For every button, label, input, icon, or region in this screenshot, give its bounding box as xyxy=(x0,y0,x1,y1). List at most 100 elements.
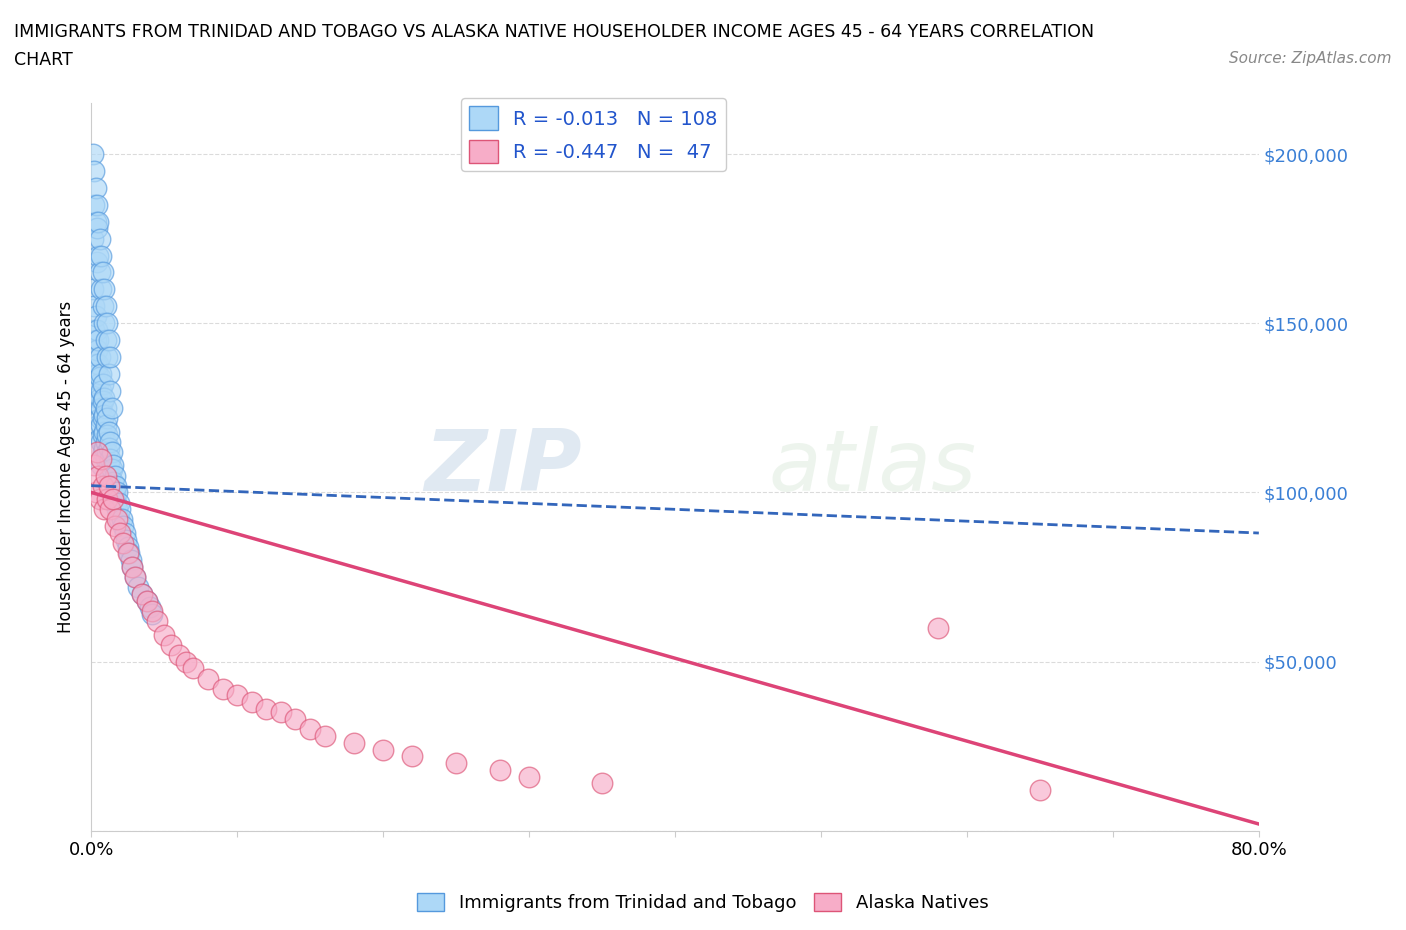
Text: IMMIGRANTS FROM TRINIDAD AND TOBAGO VS ALASKA NATIVE HOUSEHOLDER INCOME AGES 45 : IMMIGRANTS FROM TRINIDAD AND TOBAGO VS A… xyxy=(14,23,1094,41)
Point xyxy=(112,519,135,534)
Point xyxy=(103,519,125,534)
Point xyxy=(97,424,120,439)
Point xyxy=(94,299,117,313)
Point xyxy=(141,604,163,618)
Point xyxy=(211,682,233,697)
Point xyxy=(89,391,111,405)
Point xyxy=(93,424,115,439)
Point xyxy=(87,333,110,348)
Point xyxy=(114,525,136,540)
Point xyxy=(94,333,117,348)
Point xyxy=(89,431,111,445)
Text: ZIP: ZIP xyxy=(425,426,582,509)
Point xyxy=(90,451,112,466)
Point xyxy=(135,593,157,608)
Point xyxy=(84,356,107,371)
Point xyxy=(160,637,183,652)
Point xyxy=(100,461,122,476)
Point xyxy=(84,333,107,348)
Point xyxy=(117,539,139,554)
Point xyxy=(91,265,114,280)
Point xyxy=(100,445,122,459)
Point xyxy=(98,451,121,466)
Point xyxy=(86,445,108,459)
Point xyxy=(94,418,117,432)
Point xyxy=(96,492,118,507)
Point xyxy=(82,147,104,162)
Point xyxy=(401,749,423,764)
Point xyxy=(82,79,104,94)
Point xyxy=(83,458,105,472)
Point xyxy=(87,356,110,371)
Point xyxy=(83,197,105,212)
Point xyxy=(86,323,108,338)
Point xyxy=(90,401,112,416)
Point xyxy=(181,661,204,676)
Point xyxy=(84,180,107,195)
Point xyxy=(371,742,394,757)
Point xyxy=(93,502,115,517)
Point xyxy=(89,350,111,365)
Point xyxy=(87,468,110,483)
Point xyxy=(89,492,111,507)
Point xyxy=(93,391,115,405)
Point xyxy=(110,525,132,540)
Point xyxy=(91,410,114,425)
Point xyxy=(927,620,949,635)
Point xyxy=(517,769,540,784)
Point xyxy=(254,701,277,716)
Point xyxy=(90,282,112,297)
Point xyxy=(174,654,197,669)
Point xyxy=(135,593,157,608)
Point xyxy=(127,579,149,594)
Point xyxy=(89,265,111,280)
Point xyxy=(121,560,143,575)
Point xyxy=(117,546,139,561)
Point xyxy=(96,445,118,459)
Point xyxy=(87,248,110,263)
Point xyxy=(101,492,124,507)
Text: CHART: CHART xyxy=(14,51,73,69)
Point xyxy=(86,343,108,358)
Point xyxy=(97,458,120,472)
Point xyxy=(284,711,307,726)
Point xyxy=(124,569,146,584)
Point xyxy=(97,441,120,456)
Point xyxy=(115,532,138,547)
Point xyxy=(103,468,125,483)
Point xyxy=(98,350,121,365)
Point xyxy=(96,316,118,331)
Point xyxy=(97,475,120,490)
Point xyxy=(91,299,114,313)
Point xyxy=(82,232,104,246)
Point xyxy=(84,383,107,398)
Point xyxy=(86,197,108,212)
Point xyxy=(299,722,322,737)
Point xyxy=(1029,783,1052,798)
Point xyxy=(89,232,111,246)
Point xyxy=(98,502,121,517)
Point xyxy=(87,397,110,412)
Point xyxy=(197,671,219,686)
Point xyxy=(91,478,114,493)
Point xyxy=(90,248,112,263)
Point xyxy=(118,546,141,561)
Point xyxy=(103,485,125,499)
Point xyxy=(94,451,117,466)
Point xyxy=(90,434,112,449)
Point xyxy=(84,309,107,324)
Point xyxy=(91,445,114,459)
Point xyxy=(444,756,467,771)
Point xyxy=(343,736,366,751)
Point xyxy=(101,475,124,490)
Point xyxy=(108,495,131,510)
Point xyxy=(98,468,121,483)
Legend: R = -0.013   N = 108, R = -0.447   N =  47: R = -0.013 N = 108, R = -0.447 N = 47 xyxy=(461,99,725,171)
Point xyxy=(91,393,114,408)
Point xyxy=(90,418,112,432)
Point xyxy=(131,587,153,602)
Legend: Immigrants from Trinidad and Tobago, Alaska Natives: Immigrants from Trinidad and Tobago, Ala… xyxy=(411,885,995,919)
Point xyxy=(100,401,122,416)
Point xyxy=(112,536,135,551)
Point xyxy=(82,282,104,297)
